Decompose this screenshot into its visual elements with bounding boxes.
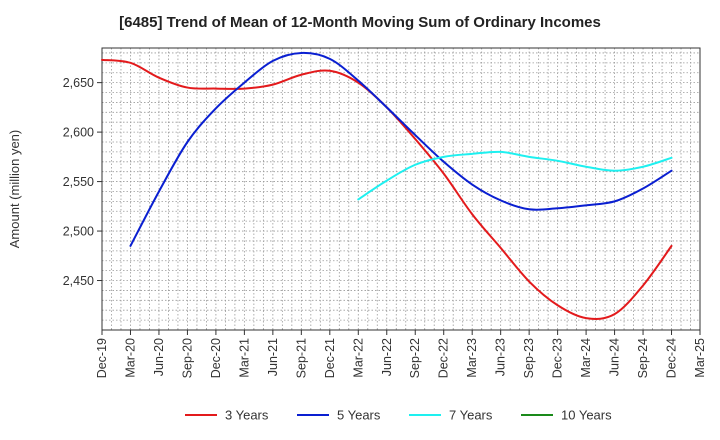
x-tick-label: Dec-22 (437, 338, 451, 378)
y-tick-label: 2,450 (63, 274, 94, 288)
x-tick-label: Dec-19 (95, 338, 109, 378)
legend-label-10-years: 10 Years (561, 408, 612, 423)
x-tick-label: Sep-23 (522, 338, 536, 378)
x-tick-label: Mar-23 (465, 338, 479, 378)
x-tick-label: Mar-25 (693, 338, 707, 378)
legend-label-3-years: 3 Years (225, 408, 269, 423)
series-line-5-years (129, 51, 673, 247)
x-tick-label: Mar-22 (351, 338, 365, 378)
y-tick-label: 2,500 (63, 225, 94, 239)
y-tick-label: 2,650 (63, 76, 94, 90)
x-tick-label: Jun-22 (380, 338, 394, 376)
x-tick-label: Jun-24 (608, 338, 622, 376)
x-tick-label: Mar-24 (579, 338, 593, 378)
x-tick-label: Jun-21 (266, 338, 280, 376)
x-tick-label: Jun-23 (494, 338, 508, 376)
x-tick-label: Sep-24 (636, 338, 650, 378)
x-tick-label: Sep-21 (294, 338, 308, 378)
x-tick-label: Jun-20 (152, 338, 166, 376)
y-tick-label: 2,600 (63, 126, 94, 140)
x-tick-label: Mar-20 (123, 338, 137, 378)
x-tick-label: Sep-22 (408, 338, 422, 378)
chart-title: [6485] Trend of Mean of 12-Month Moving … (119, 14, 601, 31)
x-tick-label: Dec-20 (209, 338, 223, 378)
y-axis-label: Amount (million yen) (7, 130, 22, 249)
x-tick-label: Sep-20 (180, 338, 194, 378)
plot-area (102, 48, 700, 330)
legend-label-7-years: 7 Years (449, 408, 493, 423)
legend-label-5-years: 5 Years (337, 408, 381, 423)
plot-border (101, 47, 701, 331)
y-tick-label: 2,550 (63, 175, 94, 189)
series-line-7-years (357, 150, 673, 201)
x-tick-label: Dec-21 (323, 338, 337, 378)
x-tick-label: Mar-21 (237, 338, 251, 378)
x-tick-label: Dec-24 (665, 338, 679, 378)
x-tick-label: Dec-23 (551, 338, 565, 378)
